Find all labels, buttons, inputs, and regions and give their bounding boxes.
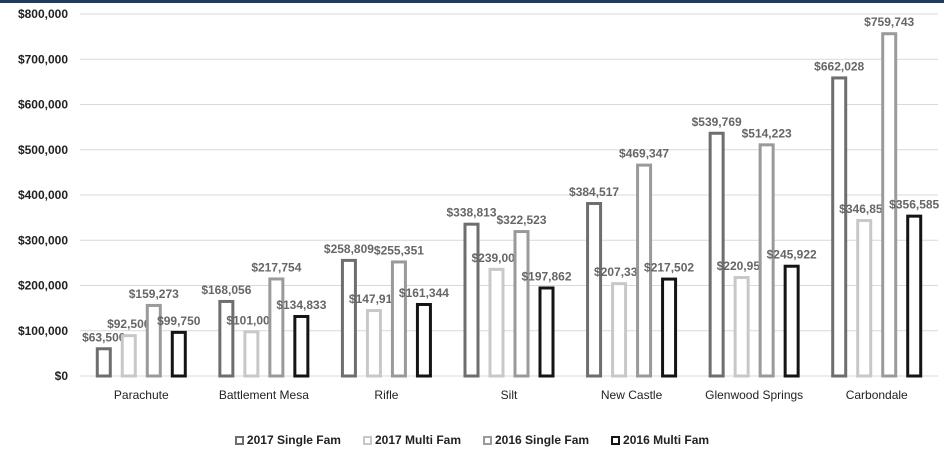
legend-swatch-2017-multi-fam [362, 435, 372, 445]
bar-2016-multi-fam-parachute [170, 330, 187, 378]
data-label-2017-single-fam-glenwood-springs: $539,769 [692, 115, 742, 129]
x-category-label-new-castle: New Castle [601, 388, 663, 402]
bar-2017-multi-fam-new-castle [611, 282, 628, 378]
bar-2016-single-fam-carbondale [881, 32, 898, 378]
legend-label-2017-multi-fam: 2017 Multi Fam [374, 433, 461, 447]
y-tick-label-3: $300,000 [18, 233, 68, 247]
data-label-2017-multi-fam-battlement-mesa: $101,000 [226, 313, 276, 327]
data-label-2017-single-fam-silt: $338,813 [446, 206, 496, 220]
data-label-2017-multi-fam-carbondale: $346,857 [839, 202, 889, 216]
data-label-2017-single-fam-battlement-mesa: $168,056 [201, 283, 251, 297]
bar-2017-single-fam-parachute [95, 347, 112, 378]
bar-2016-multi-fam-glenwood-springs [783, 264, 800, 378]
bar-2017-multi-fam-battlement-mesa [243, 330, 260, 378]
data-label-2017-single-fam-rifle: $258,809 [324, 242, 374, 256]
legend-swatch-2017-single-fam [234, 435, 244, 445]
data-label-2017-single-fam-carbondale: $662,028 [814, 59, 864, 73]
data-label-2017-single-fam-new-castle: $384,517 [569, 185, 619, 199]
y-tick-label-0: $0 [55, 369, 69, 383]
bar-2017-single-fam-carbondale [831, 76, 848, 378]
data-label-2017-multi-fam-glenwood-springs: $220,950 [717, 259, 767, 273]
bar-2016-single-fam-new-castle [636, 163, 653, 378]
legend-swatch-2016-multi-fam [611, 435, 621, 445]
legend-label-2017-single-fam: 2017 Single Fam [246, 433, 341, 447]
data-label-2016-single-fam-parachute: $159,273 [129, 287, 179, 301]
bar-2017-multi-fam-parachute [120, 334, 137, 378]
bar-2017-multi-fam-glenwood-springs [733, 276, 750, 378]
bar-2017-single-fam-silt [463, 222, 480, 378]
data-label-2016-single-fam-glenwood-springs: $514,223 [742, 126, 792, 140]
data-label-2016-single-fam-new-castle: $469,347 [619, 147, 669, 161]
bar-2016-multi-fam-rifle [415, 302, 432, 378]
bar-2017-single-fam-new-castle [586, 202, 603, 378]
top-border-rule [0, 0, 944, 3]
data-label-2017-single-fam-parachute: $63,500 [82, 330, 126, 344]
bar-2017-multi-fam-rifle [365, 309, 382, 378]
data-label-2017-multi-fam-new-castle: $207,333 [594, 265, 644, 279]
data-label-2016-multi-fam-silt: $197,862 [521, 269, 571, 283]
data-label-2016-single-fam-battlement-mesa: $217,754 [251, 260, 301, 274]
bar-2016-single-fam-battlement-mesa [268, 277, 285, 378]
data-label-2017-multi-fam-parachute: $92,500 [107, 317, 151, 331]
data-label-2016-multi-fam-battlement-mesa: $134,833 [276, 298, 326, 312]
bar-chart: $0 $100,000 $200,000 $300,000 $400,000 $500,0… [18, 7, 940, 402]
legend-item-2016-multi-fam: 2016 Multi Fam [611, 433, 709, 447]
y-tick-label-5: $500,000 [18, 143, 68, 157]
y-tick-label-6: $600,000 [18, 98, 68, 112]
y-tick-label-7: $700,000 [18, 52, 68, 66]
legend-item-2017-multi-fam: 2017 Multi Fam [362, 433, 461, 447]
bar-2016-single-fam-rifle [390, 260, 407, 378]
bar-2017-single-fam-glenwood-springs [708, 131, 725, 378]
x-category-label-rifle: Rifle [374, 388, 398, 402]
x-category-label-glenwood-springs: Glenwood Springs [705, 388, 803, 402]
data-label-2016-multi-fam-glenwood-springs: $245,922 [767, 248, 817, 262]
data-label-2016-single-fam-silt: $322,523 [496, 213, 546, 227]
x-category-label-silt: Silt [501, 388, 518, 402]
bar-2016-multi-fam-carbondale [906, 214, 923, 378]
legend-label-2016-single-fam: 2016 Single Fam [495, 433, 590, 447]
data-label-2016-multi-fam-carbondale: $356,585 [889, 198, 939, 212]
x-category-label-parachute: Parachute [114, 388, 169, 402]
bar-2017-single-fam-rifle [340, 258, 357, 378]
legend: 2017 Single Fam 2017 Multi Fam 2016 Sing… [0, 433, 944, 447]
legend-item-2017-single-fam: 2017 Single Fam [234, 433, 341, 447]
bar-2017-multi-fam-carbondale [856, 219, 873, 378]
data-label-2016-single-fam-rifle: $255,351 [374, 243, 424, 257]
legend-item-2016-single-fam: 2016 Single Fam [483, 433, 589, 447]
bar-2017-single-fam-battlement-mesa [218, 299, 235, 378]
bar-2016-single-fam-parachute [145, 303, 162, 378]
y-tick-label-2: $200,000 [18, 279, 68, 293]
data-label-2016-multi-fam-new-castle: $217,502 [644, 261, 694, 275]
x-category-label-battlement-mesa: Battlement Mesa [219, 388, 309, 402]
data-label-2017-multi-fam-rifle: $147,914 [349, 292, 399, 306]
bar-2016-single-fam-silt [513, 230, 530, 378]
bar-2016-multi-fam-battlement-mesa [293, 314, 310, 378]
bar-2016-single-fam-glenwood-springs [758, 143, 775, 378]
x-category-label-carbondale: Carbondale [846, 388, 908, 402]
data-label-2017-multi-fam-silt: $239,000 [471, 251, 521, 265]
y-tick-label-4: $400,000 [18, 188, 68, 202]
y-tick-label-8: $800,000 [18, 7, 68, 21]
legend-label-2016-multi-fam: 2016 Multi Fam [623, 433, 710, 447]
bar-2016-multi-fam-silt [538, 286, 555, 378]
bar-2016-multi-fam-new-castle [661, 277, 678, 378]
data-label-2016-multi-fam-rifle: $161,344 [399, 286, 449, 300]
data-label-2016-multi-fam-parachute: $99,750 [157, 314, 201, 328]
legend-swatch-2016-single-fam [483, 435, 492, 445]
data-label-2016-single-fam-carbondale: $759,743 [864, 15, 914, 29]
y-tick-label-1: $100,000 [18, 324, 68, 338]
bar-2017-multi-fam-silt [488, 267, 505, 378]
